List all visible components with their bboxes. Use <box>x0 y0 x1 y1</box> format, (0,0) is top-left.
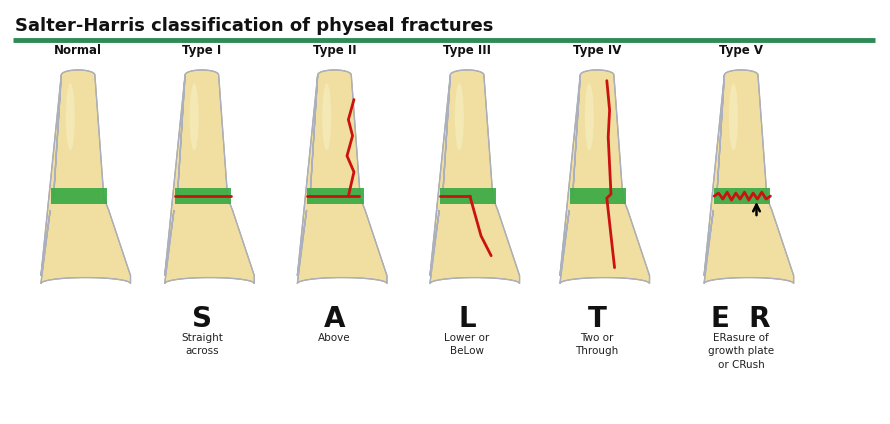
Text: Two or
Through: Two or Through <box>576 333 619 357</box>
Text: T: T <box>587 305 606 333</box>
Ellipse shape <box>66 84 75 151</box>
Text: A: A <box>324 305 345 333</box>
Ellipse shape <box>585 84 594 151</box>
Text: ERasure of
growth plate
or CRush: ERasure of growth plate or CRush <box>708 333 774 370</box>
FancyBboxPatch shape <box>714 188 771 204</box>
Polygon shape <box>430 70 520 284</box>
Ellipse shape <box>455 84 464 151</box>
Text: Type III: Type III <box>443 44 491 57</box>
Ellipse shape <box>322 84 331 151</box>
FancyBboxPatch shape <box>51 188 108 204</box>
Text: Type I: Type I <box>182 44 222 57</box>
Text: Type V: Type V <box>719 44 764 57</box>
Text: Normal: Normal <box>54 44 102 57</box>
Polygon shape <box>560 70 650 284</box>
Polygon shape <box>297 70 387 284</box>
Text: Straight
across: Straight across <box>181 333 222 357</box>
Polygon shape <box>41 70 131 284</box>
Polygon shape <box>165 70 255 284</box>
Text: Above: Above <box>318 333 351 343</box>
Ellipse shape <box>190 84 198 151</box>
Text: Type IV: Type IV <box>573 44 621 57</box>
Text: Salter-Harris classification of physeal fractures: Salter-Harris classification of physeal … <box>15 17 493 35</box>
FancyBboxPatch shape <box>441 188 497 204</box>
Polygon shape <box>704 70 794 284</box>
Text: Lower or
BeLow: Lower or BeLow <box>444 333 490 357</box>
Ellipse shape <box>729 84 738 151</box>
Text: S: S <box>192 305 212 333</box>
Text: L: L <box>458 305 476 333</box>
FancyBboxPatch shape <box>174 188 231 204</box>
FancyBboxPatch shape <box>570 188 627 204</box>
Text: Type II: Type II <box>312 44 356 57</box>
FancyBboxPatch shape <box>308 188 364 204</box>
Text: E  R: E R <box>711 305 771 333</box>
